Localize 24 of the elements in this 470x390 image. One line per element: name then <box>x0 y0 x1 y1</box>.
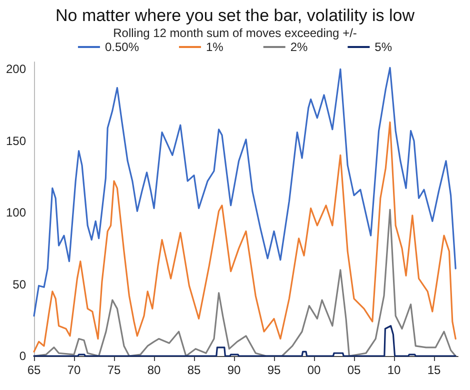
x-tick-label: 10 <box>387 363 401 377</box>
chart-title: No matter where you set the bar, volatility is low <box>55 6 416 25</box>
chart-subtitle: Rolling 12 month sum of moves exceeding +/- <box>113 26 357 40</box>
x-tick-label: 80 <box>147 363 161 377</box>
y-tick-label: 0 <box>19 349 26 363</box>
legend-label: 2% <box>290 40 308 54</box>
legend-label: 0.50% <box>104 40 140 54</box>
line-series <box>33 66 456 317</box>
x-tick-label: 05 <box>347 363 361 377</box>
x-tick-label: 90 <box>227 363 241 377</box>
y-tick-label: 150 <box>6 134 26 148</box>
y-tick-label: 50 <box>12 277 26 292</box>
x-tick-label: 15 <box>427 363 441 377</box>
x-tick-label: 65 <box>27 363 41 377</box>
line-series <box>33 121 456 352</box>
x-tick-label: 70 <box>67 363 81 377</box>
x-tick-label: 95 <box>267 363 281 377</box>
y-tick-label: 200 <box>6 62 26 76</box>
legend-label: 1% <box>206 40 224 54</box>
x-tick-label: 75 <box>107 363 121 377</box>
y-tick-label: 100 <box>6 206 26 220</box>
legend-label: 5% <box>374 40 392 54</box>
x-tick-label: 85 <box>187 363 201 377</box>
x-tick-label: 00 <box>307 363 321 377</box>
